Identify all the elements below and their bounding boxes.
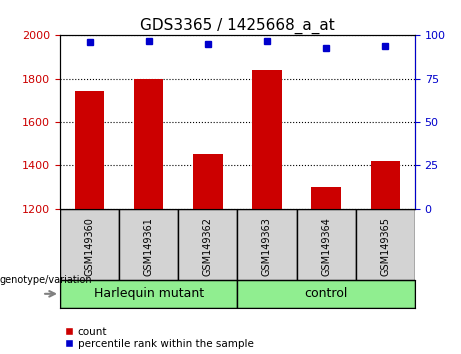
Bar <box>237 209 296 280</box>
Bar <box>356 209 415 280</box>
Bar <box>119 209 178 280</box>
Text: GSM149365: GSM149365 <box>380 217 390 276</box>
Bar <box>60 280 237 308</box>
Text: GSM149363: GSM149363 <box>262 217 272 276</box>
Text: GSM149361: GSM149361 <box>144 217 154 276</box>
Legend: count, percentile rank within the sample: count, percentile rank within the sample <box>65 327 254 349</box>
Bar <box>60 209 119 280</box>
Bar <box>311 187 341 209</box>
Text: GSM149360: GSM149360 <box>84 217 95 276</box>
Text: GSM149362: GSM149362 <box>203 217 213 276</box>
Text: genotype/variation: genotype/variation <box>0 275 93 285</box>
Bar <box>134 79 164 209</box>
Bar <box>75 91 104 209</box>
Bar <box>193 154 223 209</box>
Text: control: control <box>304 287 348 300</box>
Text: GSM149364: GSM149364 <box>321 217 331 276</box>
Bar <box>296 209 356 280</box>
Bar <box>252 70 282 209</box>
Title: GDS3365 / 1425668_a_at: GDS3365 / 1425668_a_at <box>140 18 335 34</box>
Bar <box>178 209 237 280</box>
Bar <box>237 280 415 308</box>
Bar <box>371 161 400 209</box>
Text: Harlequin mutant: Harlequin mutant <box>94 287 204 300</box>
